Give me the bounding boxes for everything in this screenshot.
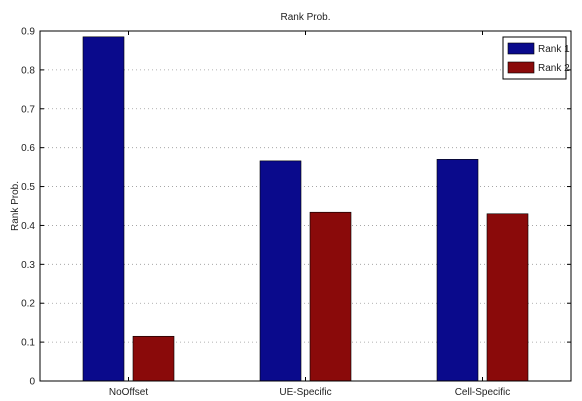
- bar-rank-1-nooffset: [82, 36, 125, 382]
- bar-rank-1-ue-specific: [259, 160, 302, 382]
- gridlines: [40, 69, 571, 343]
- y-tick-label: 0.2: [21, 299, 35, 310]
- legend-label: Rank 2: [538, 63, 570, 74]
- y-tick-label: 0.5: [21, 182, 35, 193]
- bar-rank-2-cell-specific: [486, 213, 529, 382]
- legend-swatch: [507, 42, 535, 55]
- x-tick-label: UE-Specific: [279, 387, 331, 398]
- y-tick-label: 0: [29, 377, 35, 388]
- y-tick-label: 0.8: [21, 65, 35, 76]
- chart-title: Rank Prob.: [280, 12, 330, 23]
- y-tick-label: 0.7: [21, 104, 35, 115]
- legend-swatch: [507, 61, 535, 74]
- x-tick-label: Cell-Specific: [455, 387, 511, 398]
- x-axis-ticks: NoOffset UE-Specific Cell-Specific: [109, 31, 510, 398]
- bar-rank-1-cell-specific: [436, 159, 479, 382]
- y-axis-ticks: 0 0.1 0.2 0.3 0.4 0.5 0.6 0.7 0.8 0.9: [21, 27, 571, 388]
- legend: Rank 1 Rank 2: [502, 36, 570, 80]
- y-tick-label: 0.6: [21, 143, 35, 154]
- bars: [82, 36, 529, 382]
- x-tick-label: NoOffset: [109, 387, 148, 398]
- y-axis-label: Rank Prob.: [10, 181, 21, 231]
- y-tick-label: 0.9: [21, 27, 35, 38]
- y-tick-label: 0.3: [21, 260, 35, 271]
- y-tick-label: 0.4: [21, 221, 35, 232]
- bar-rank-2-ue-specific: [309, 211, 352, 382]
- y-tick-label: 0.1: [21, 338, 35, 349]
- bar-rank-2-nooffset: [132, 335, 175, 382]
- legend-label: Rank 1: [538, 44, 570, 55]
